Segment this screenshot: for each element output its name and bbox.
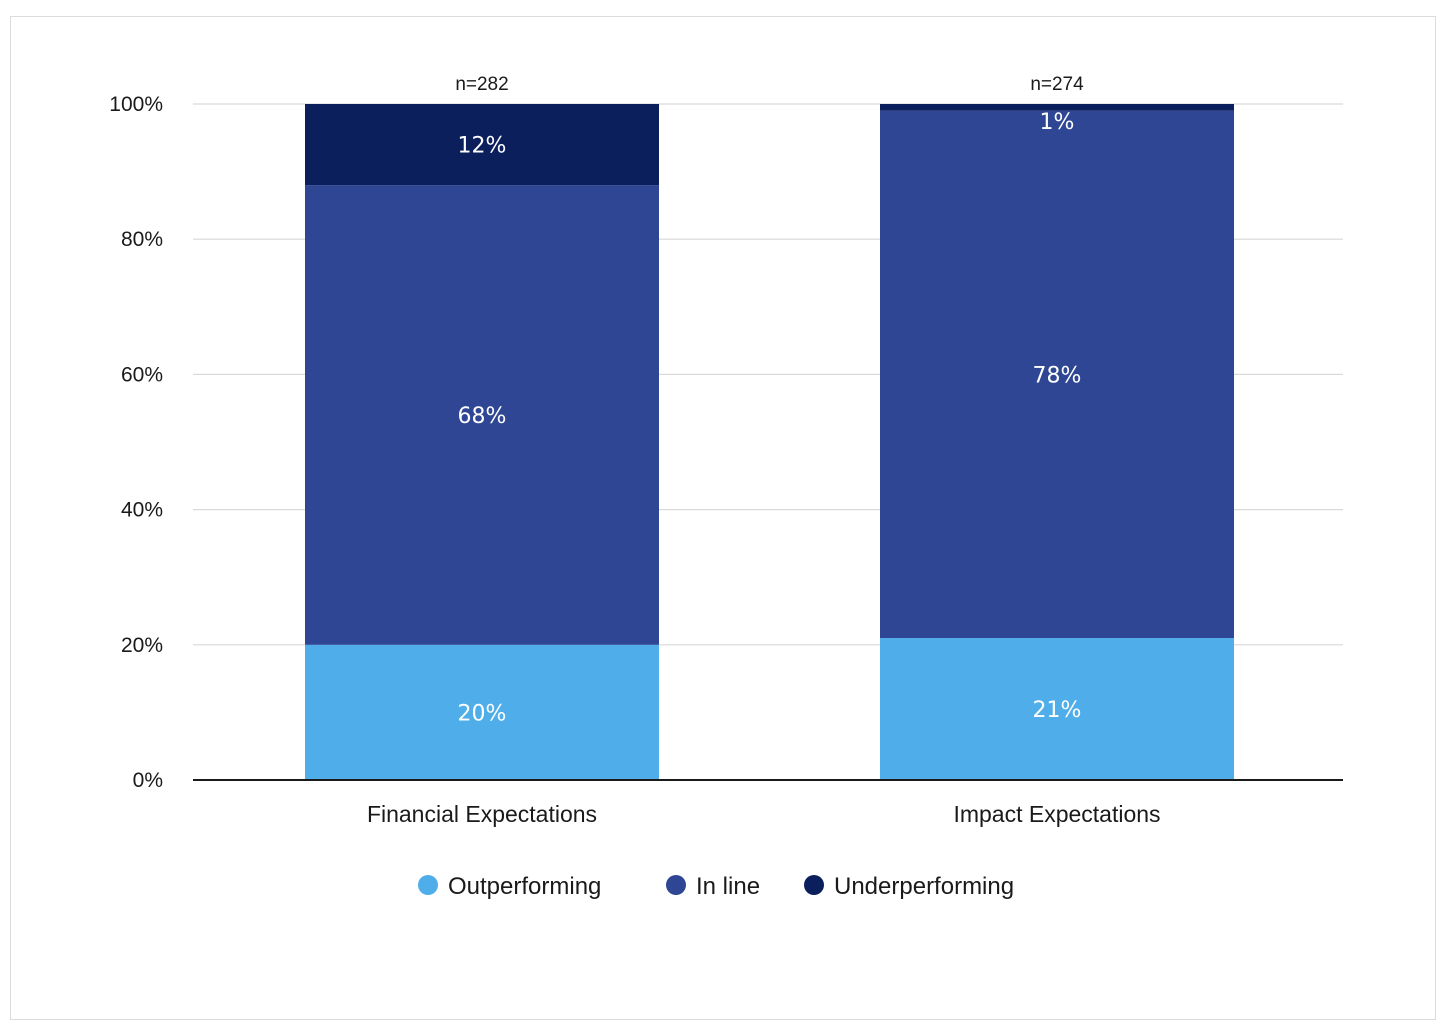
data-label: 78% — [1033, 363, 1082, 388]
bars: 20% 68% 12% n=282 21% 78% 1% n=274 — [305, 74, 1234, 780]
data-label: 1% — [1040, 110, 1075, 135]
sample-size-label: n=274 — [1030, 74, 1084, 95]
bar-segment — [305, 644, 659, 780]
y-tick-label: 40% — [121, 499, 163, 522]
x-tick-label: Impact Expectations — [953, 801, 1160, 827]
bar-segment — [305, 185, 659, 645]
sample-size-label: n=282 — [455, 74, 508, 95]
y-tick-label: 20% — [121, 634, 163, 657]
legend-marker — [418, 875, 438, 895]
legend-label: Outperforming — [448, 873, 601, 900]
legend-label: In line — [696, 873, 760, 900]
legend-item: In line — [666, 873, 760, 900]
y-tick-label: 0% — [133, 769, 163, 792]
bar-segment — [880, 638, 1234, 780]
x-tick-label: Financial Expectations — [367, 801, 597, 827]
legend-item: Outperforming — [418, 873, 601, 900]
legend-label: Underperforming — [834, 873, 1014, 900]
y-tick-label: 80% — [121, 228, 163, 251]
legend-marker — [804, 875, 824, 895]
bar-segment — [880, 104, 1234, 111]
data-label: 68% — [458, 404, 507, 429]
legend: Outperforming In line Underperforming — [418, 873, 1014, 900]
legend-item: Underperforming — [804, 873, 1014, 900]
legend-marker — [666, 875, 686, 895]
bar-segment — [880, 110, 1234, 639]
y-tick-label: 60% — [121, 363, 163, 386]
data-label: 20% — [458, 701, 507, 726]
data-label: 12% — [458, 134, 507, 159]
bar-segment — [305, 104, 659, 186]
data-label: 21% — [1033, 698, 1082, 723]
axes: 0% 20% 40% 60% 80% 100% Financial Expectations… — [109, 93, 1343, 827]
y-tick-label: 100% — [109, 93, 163, 116]
